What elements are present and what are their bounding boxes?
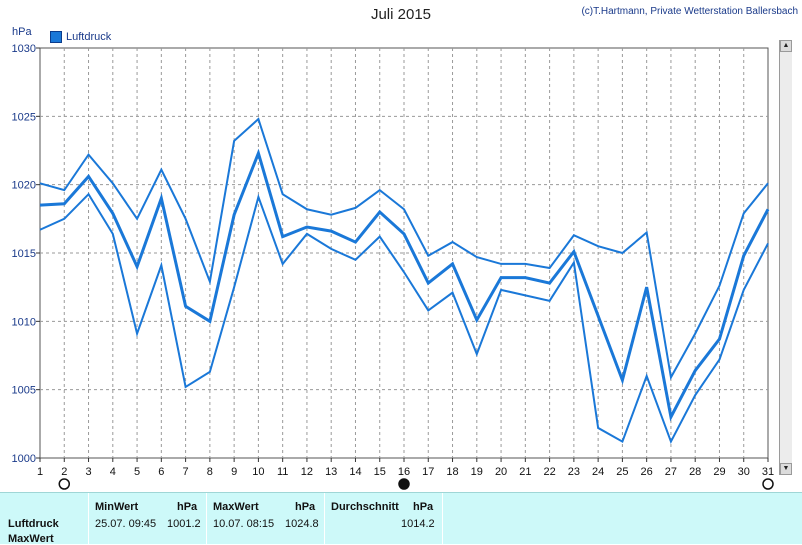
- x-tick-label: 4: [110, 466, 116, 478]
- max-header: MaxWert: [213, 501, 259, 513]
- x-tick-label: 14: [349, 466, 361, 478]
- min-unit: hPa: [177, 501, 198, 513]
- x-tick-label: 20: [495, 466, 507, 478]
- stats-divider: [442, 493, 443, 544]
- y-tick-label: 1005: [12, 385, 36, 397]
- x-tick-label: 26: [641, 466, 653, 478]
- chart-legend: Luftdruck: [50, 31, 111, 43]
- y-tick-label: 1010: [12, 316, 36, 328]
- x-tick-label: 7: [183, 466, 189, 478]
- legend-label: Luftdruck: [66, 31, 112, 43]
- x-tick-label: 8: [207, 466, 213, 478]
- scroll-up-arrow-icon[interactable]: ▲: [780, 40, 792, 52]
- chart-series: [39, 117, 770, 445]
- x-tick-label: 23: [568, 466, 580, 478]
- new-moon-icon: [398, 478, 410, 490]
- x-tick-label: 21: [519, 466, 531, 478]
- x-tick-label: 12: [301, 466, 313, 478]
- x-tick-label: 30: [738, 466, 750, 478]
- y-axis-unit: hPa: [12, 26, 32, 38]
- avg-value: 1014.2: [401, 518, 435, 530]
- x-tick-label: 18: [446, 466, 458, 478]
- pressure-chart: 1 2 3 4 5 6 7 8 9 10 11 12 13 14 15 16 17 18 19 20 21 22 23 24 2…: [12, 43, 774, 490]
- series-line-max: [39, 117, 769, 381]
- full-moon-icon: [58, 478, 71, 490]
- max-unit: hPa: [295, 501, 316, 513]
- x-tick-label: 17: [422, 466, 434, 478]
- stats-min-column: MinWert hPa 25.07. 09:45 1001.2: [88, 493, 207, 544]
- max-value: 1024.8: [285, 518, 319, 530]
- x-tick-label: 10: [252, 466, 264, 478]
- series-line-min: [39, 192, 769, 445]
- min-value: 1001.2: [167, 518, 201, 530]
- y-tick-label: 1000: [12, 453, 36, 465]
- y-tick-label: 1025: [12, 111, 36, 123]
- x-tick-label: 11: [277, 466, 288, 478]
- x-tick-label: 13: [325, 466, 337, 478]
- vertical-scrollbar[interactable]: ▲ ▼: [779, 40, 792, 475]
- x-tick-label: 27: [665, 466, 677, 478]
- min-header: MinWert: [95, 501, 139, 513]
- x-tick-label: 29: [713, 466, 725, 478]
- x-tick-label: 3: [85, 466, 91, 478]
- x-tick-label: 1: [37, 466, 43, 478]
- chart-grid: [39, 47, 769, 459]
- x-tick-label: 2: [61, 466, 67, 478]
- x-tick-label: 24: [592, 466, 604, 478]
- y-tick-label: 1015: [12, 248, 36, 260]
- chart-title: Juli 2015: [370, 6, 432, 23]
- x-tick-label: 25: [616, 466, 628, 478]
- min-when: 25.07. 09:45: [95, 518, 157, 530]
- stats-avg-column: Durchschnitt hPa 1014.2: [324, 493, 443, 544]
- x-tick-label: 28: [689, 466, 701, 478]
- credit-text: (c)T.Hartmann, Private Wetterstation Bal…: [581, 6, 798, 17]
- stats-row-label: Luftdruck: [8, 518, 59, 530]
- y-tick-label: 1030: [12, 43, 36, 55]
- max-when: 10.07. 08:15: [213, 518, 275, 530]
- x-tick-label: 19: [471, 466, 483, 478]
- series-line-mean: [39, 148, 770, 422]
- avg-header: Durchschnitt: [331, 501, 399, 513]
- stats-max-column: MaxWert hPa 10.07. 08:15 1024.8: [206, 493, 325, 544]
- x-tick-label: 9: [231, 466, 237, 478]
- x-tick-label: 15: [374, 466, 386, 478]
- y-tick-label: 1020: [12, 180, 36, 192]
- x-tick-label: 16: [398, 466, 410, 478]
- full-moon-icon: [762, 478, 774, 490]
- chart-axes: 1 2 3 4 5 6 7 8 9 10 11 12 13 14 15 16 17 18 19 20 21 22 23 24 2…: [12, 43, 774, 490]
- avg-unit: hPa: [413, 501, 434, 513]
- x-tick-label: 22: [543, 466, 555, 478]
- stats-panel: Luftdruck MaxWert MinWert hPa 25.07. 09:…: [0, 492, 802, 545]
- legend-swatch: [50, 31, 62, 43]
- scroll-down-arrow-icon[interactable]: ▼: [780, 463, 792, 475]
- x-tick-label: 6: [158, 466, 164, 478]
- stats-row-label-2: MaxWert: [8, 533, 54, 545]
- x-tick-label: 5: [134, 466, 140, 478]
- x-tick-label: 31: [762, 466, 774, 478]
